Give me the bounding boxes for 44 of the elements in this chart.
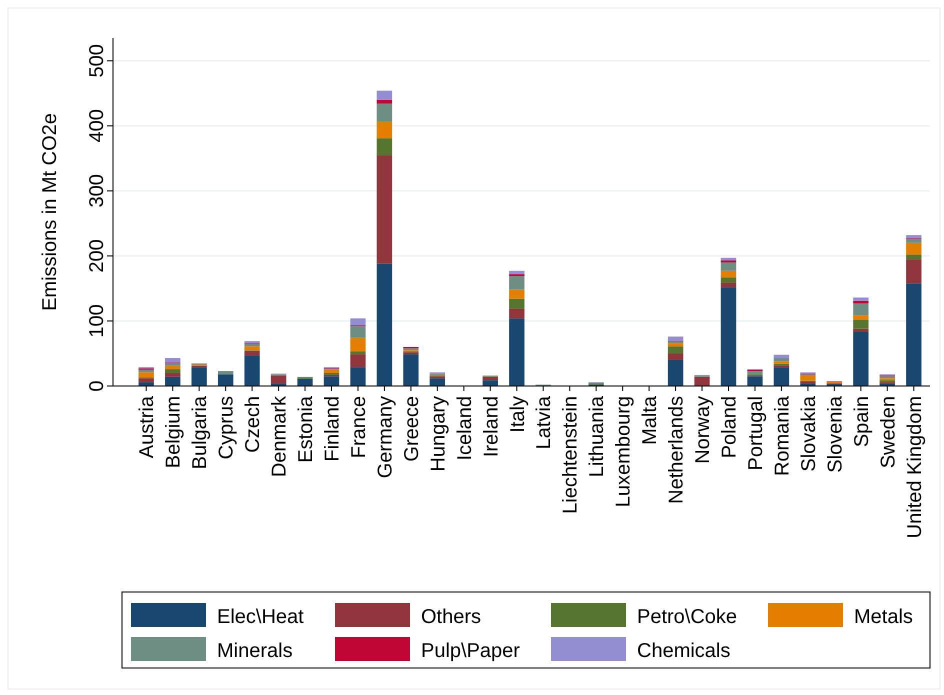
x-tick-label: Greece [400,396,423,462]
y-tick-label: 200 [86,239,108,273]
x-tick-label: Finland [322,396,344,462]
x-tick-label: France [348,396,370,458]
x-tick-label: Slovakia [798,395,820,472]
y-axis-title: Emissions in Mt CO2e [39,113,61,311]
x-tick-label: Netherlands [666,396,688,504]
x-tick-label: Norway [692,396,714,464]
legend-label: Chemicals [637,640,730,662]
x-tick-label: Liechtenstein [560,396,582,514]
x-tick-label: Latvia [533,395,556,450]
x-tick-label: Ireland [480,396,502,458]
x-tick-label: Belgium [162,396,185,468]
x-tick-label: Sweden [877,396,900,468]
legend-label: Others [421,606,482,628]
y-tick-label: 400 [86,109,108,142]
x-tick-label: United Kingdom [904,396,926,538]
legend-label: Petro\Coke [637,606,738,628]
legend-label: Minerals [217,640,293,662]
x-tick-label: Luxembourg [612,396,635,508]
x-tick-label: Cyprus [216,396,238,460]
x-tick-label: Portugal [744,396,767,470]
x-tick-label: Bulgaria [189,395,212,470]
x-tick-label: Germany [374,396,396,478]
y-tick-label: 100 [86,304,108,338]
y-tick-label: 0 [86,380,108,392]
legend-label: Metals [854,606,913,628]
legend-label: Pulp\Paper [421,640,520,662]
x-tick-label: Czech [242,396,264,453]
x-tick-label: Slovenia [824,395,846,473]
x-tick-label: Estonia [295,395,318,463]
x-tick-label: Austria [136,395,158,458]
y-tick-label: 500 [86,44,108,78]
x-tick-label: Italy [506,396,529,433]
x-tick-label: Spain [850,396,873,448]
x-tick-label: Poland [718,396,740,458]
x-tick-label: Lithuania [586,395,608,478]
x-tick-label: Hungary [427,396,450,472]
y-tick-label: 300 [86,174,108,208]
x-tick-label: Iceland [454,396,476,460]
legend-label: Elec\Heat [217,606,304,628]
x-tick-label: Romania [771,395,794,476]
x-tick-label: Malta [639,395,662,445]
x-tick-label: Denmark [268,395,291,478]
